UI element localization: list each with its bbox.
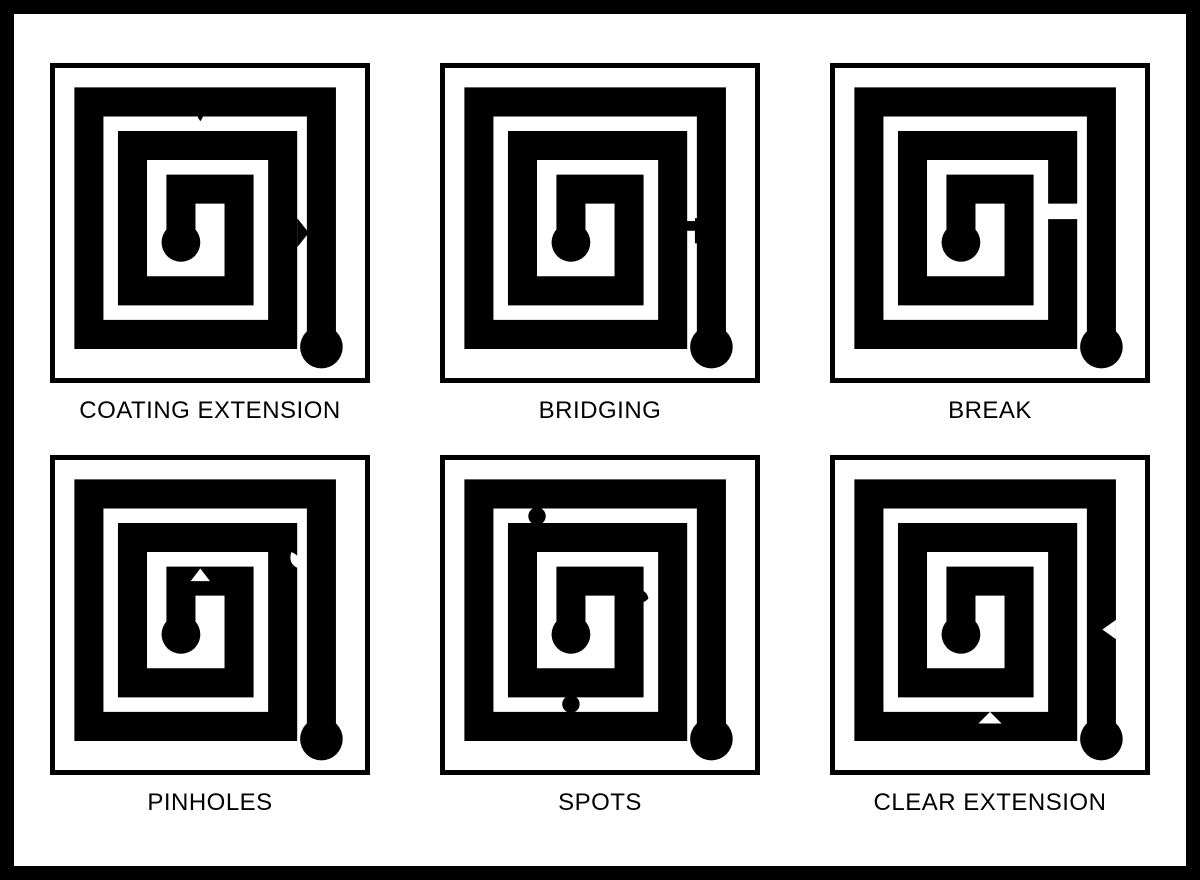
defect-grid: COATING EXTENSION BRIDGING BREAK PINHOLES SP… [40, 63, 1160, 817]
panel-pinholes [50, 455, 370, 775]
cell-clear-extension: CLEAR EXTENSION [820, 455, 1160, 817]
cell-bridging: BRIDGING [430, 63, 770, 425]
label-clear-extension: CLEAR EXTENSION [874, 789, 1107, 817]
label-spots: SPOTS [558, 789, 642, 817]
spiral-icon [835, 460, 1145, 770]
outer-frame: COATING EXTENSION BRIDGING BREAK PINHOLES SP… [0, 0, 1200, 880]
spiral-icon [55, 460, 365, 770]
spiral-icon [445, 460, 755, 770]
spiral-icon [445, 68, 755, 378]
panel-spots [440, 455, 760, 775]
panel-clear-extension [830, 455, 1150, 775]
spiral-icon [55, 68, 365, 378]
spiral-icon [835, 68, 1145, 378]
label-coating-extension: COATING EXTENSION [79, 397, 340, 425]
panel-bridging [440, 63, 760, 383]
label-pinholes: PINHOLES [147, 789, 272, 817]
cell-spots: SPOTS [430, 455, 770, 817]
cell-coating-extension: COATING EXTENSION [40, 63, 380, 425]
label-bridging: BRIDGING [539, 397, 662, 425]
panel-coating-extension [50, 63, 370, 383]
cell-break: BREAK [820, 63, 1160, 425]
panel-break [830, 63, 1150, 383]
label-break: BREAK [948, 397, 1032, 425]
cell-pinholes: PINHOLES [40, 455, 380, 817]
